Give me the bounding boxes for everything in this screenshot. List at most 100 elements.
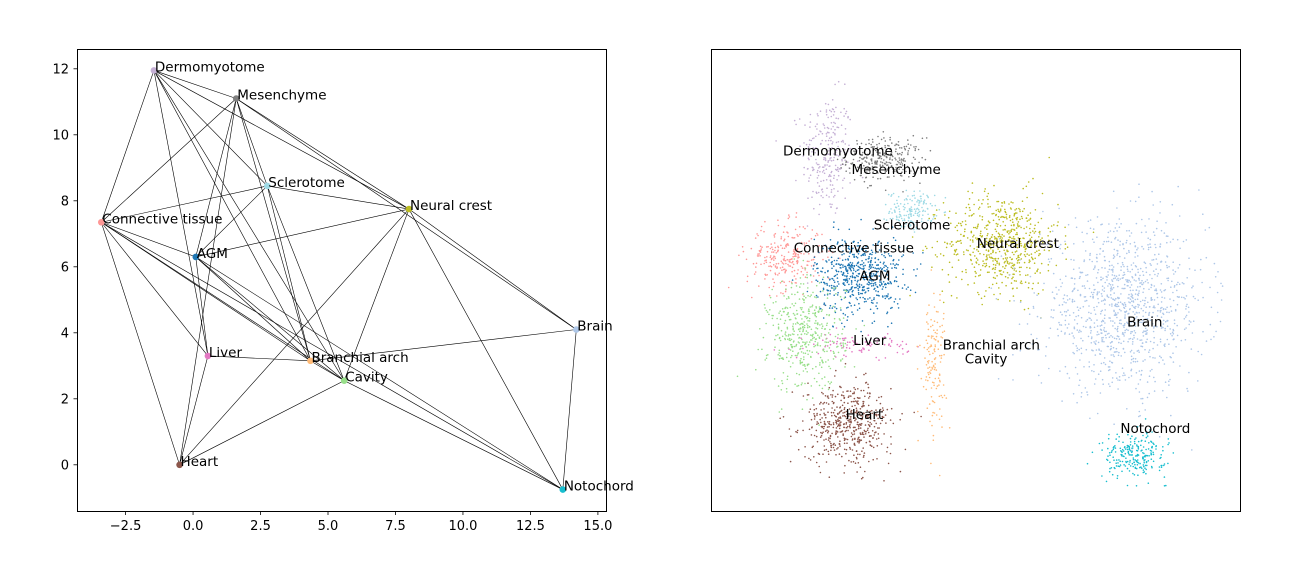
cell-point <box>992 276 995 279</box>
cell-point <box>799 323 801 326</box>
cell-point <box>1123 446 1126 449</box>
cell-point <box>1184 316 1187 318</box>
cell-point <box>1080 396 1083 398</box>
cell-point <box>1120 453 1122 456</box>
cell-point <box>881 295 884 297</box>
cell-point <box>837 257 840 260</box>
cell-point <box>802 420 804 422</box>
cell-point <box>887 253 890 255</box>
cell-point <box>1020 258 1023 260</box>
cell-point <box>923 228 925 231</box>
cell-point <box>815 307 818 309</box>
cell-point <box>1109 284 1112 286</box>
cell-point <box>854 411 857 414</box>
cell-point <box>1192 295 1195 298</box>
cell-point <box>931 366 933 369</box>
cell-point <box>812 275 815 277</box>
cell-point <box>1125 457 1127 460</box>
cell-point <box>958 240 960 242</box>
cell-point <box>837 190 839 192</box>
cell-point <box>1173 338 1175 340</box>
cell-point <box>844 240 846 242</box>
cell-point <box>947 273 950 276</box>
cell-point <box>1134 298 1137 301</box>
cell-point <box>913 269 915 271</box>
cell-point <box>793 248 795 251</box>
cell-point <box>1130 332 1132 335</box>
cell-point <box>837 393 839 396</box>
cell-point <box>892 192 895 195</box>
cell-point <box>816 440 819 443</box>
cell-point <box>1092 268 1095 271</box>
cell-point <box>893 301 896 303</box>
cell-point <box>910 220 913 222</box>
cell-point <box>1018 225 1021 227</box>
cell-point <box>957 259 960 261</box>
cell-point <box>802 364 804 366</box>
cell-point <box>860 389 862 392</box>
cell-point <box>801 318 803 320</box>
cell-point <box>918 215 920 218</box>
node-label-brain: Brain <box>577 319 612 335</box>
cell-point <box>807 146 810 148</box>
cell-point <box>828 307 831 309</box>
cell-point <box>1162 319 1165 322</box>
cell-point <box>870 285 873 287</box>
cell-point <box>883 276 886 279</box>
cell-point <box>807 363 810 366</box>
cell-point <box>887 193 890 196</box>
cell-point <box>864 271 867 274</box>
cell-point <box>916 268 918 270</box>
cell-point <box>799 307 802 309</box>
cell-point <box>858 307 861 310</box>
cell-point <box>861 267 863 270</box>
cell-point <box>1015 280 1017 282</box>
cell-point <box>811 305 813 308</box>
cell-point <box>1126 268 1129 271</box>
cell-point <box>845 276 848 278</box>
cell-point <box>772 278 774 280</box>
cell-point <box>822 169 825 172</box>
cell-point <box>795 372 798 375</box>
cell-point <box>782 372 785 374</box>
cell-point <box>777 334 779 336</box>
cell-point <box>891 267 893 269</box>
cell-point <box>1074 277 1076 280</box>
cell-point <box>764 256 766 259</box>
cell-point <box>1118 274 1120 277</box>
cell-point <box>754 271 757 273</box>
cell-point <box>876 285 878 288</box>
cell-point <box>1072 393 1075 395</box>
cell-point <box>896 199 898 202</box>
cell-point <box>819 290 822 293</box>
cell-point <box>1113 292 1115 294</box>
cell-point <box>795 356 798 359</box>
edge-brain-notochord <box>562 329 577 490</box>
cell-point <box>803 363 806 366</box>
cell-point <box>774 249 776 252</box>
cell-point <box>851 262 854 264</box>
cell-point <box>1124 303 1127 306</box>
cell-point <box>864 264 866 267</box>
cell-point <box>956 229 959 232</box>
cell-point <box>966 237 969 239</box>
cell-point <box>925 376 928 378</box>
cell-point <box>930 396 933 398</box>
cell-point <box>1011 241 1014 243</box>
cell-point <box>843 439 846 442</box>
cell-point <box>1013 269 1015 271</box>
cell-point <box>1113 423 1115 426</box>
cell-point <box>1094 266 1096 269</box>
cell-point <box>810 265 813 267</box>
cell-point <box>1003 235 1005 237</box>
cell-point <box>988 238 991 240</box>
cell-point <box>793 119 796 122</box>
cell-point <box>864 433 867 435</box>
cell-point <box>1139 300 1142 303</box>
cell-point <box>793 258 796 260</box>
cell-point <box>1143 465 1145 468</box>
cell-point <box>1025 217 1028 219</box>
cell-point <box>856 166 859 169</box>
cell-point <box>818 133 820 136</box>
cell-point <box>992 249 994 252</box>
